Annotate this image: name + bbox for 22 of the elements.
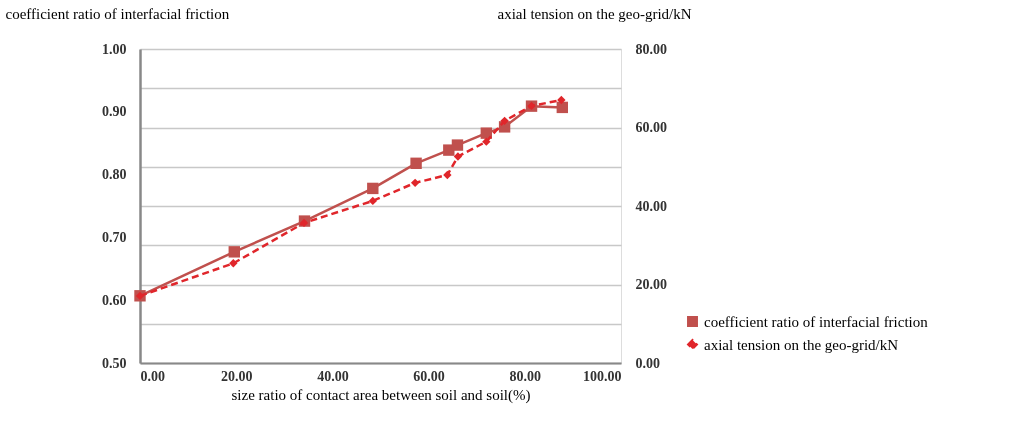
legend-label: coefficient ratio of interfacial friction xyxy=(704,313,929,330)
y2-axis-title: axial tension on the geo-grid/kN xyxy=(497,5,692,22)
y2-tick-label: 60.00 xyxy=(635,120,667,135)
y2-tick-label: 80.00 xyxy=(635,41,667,57)
y2-tick-label: 40.00 xyxy=(635,198,667,214)
x-tick-label: 40.00 xyxy=(317,368,349,384)
y-tick-label: 0.60 xyxy=(102,292,127,308)
x-tick-label: 100.00 xyxy=(583,368,622,384)
y-axis-title: coefficient ratio of interfacial friction xyxy=(5,5,230,22)
y-tick-label: 0.80 xyxy=(102,167,127,183)
y2-tick-label: 20.00 xyxy=(635,277,667,292)
x-axis-title: size ratio of contact area between soil and soil(%) xyxy=(231,386,531,404)
y-tick-label: 1.00 xyxy=(102,41,127,57)
x-tick-label: 0.00 xyxy=(140,368,165,384)
y-tick-label: 0.50 xyxy=(102,355,127,371)
x-tick-label: 80.00 xyxy=(509,368,542,384)
x-tick-label: 20.00 xyxy=(220,368,253,384)
y2-tick-label: 0.00 xyxy=(635,355,660,371)
x-tick-label: 60.00 xyxy=(413,368,445,384)
y-tick-label: 0.70 xyxy=(102,229,127,245)
legend-label: axial tension on the geo-grid/kN xyxy=(704,336,899,353)
y-tick-label: 0.90 xyxy=(102,104,127,120)
